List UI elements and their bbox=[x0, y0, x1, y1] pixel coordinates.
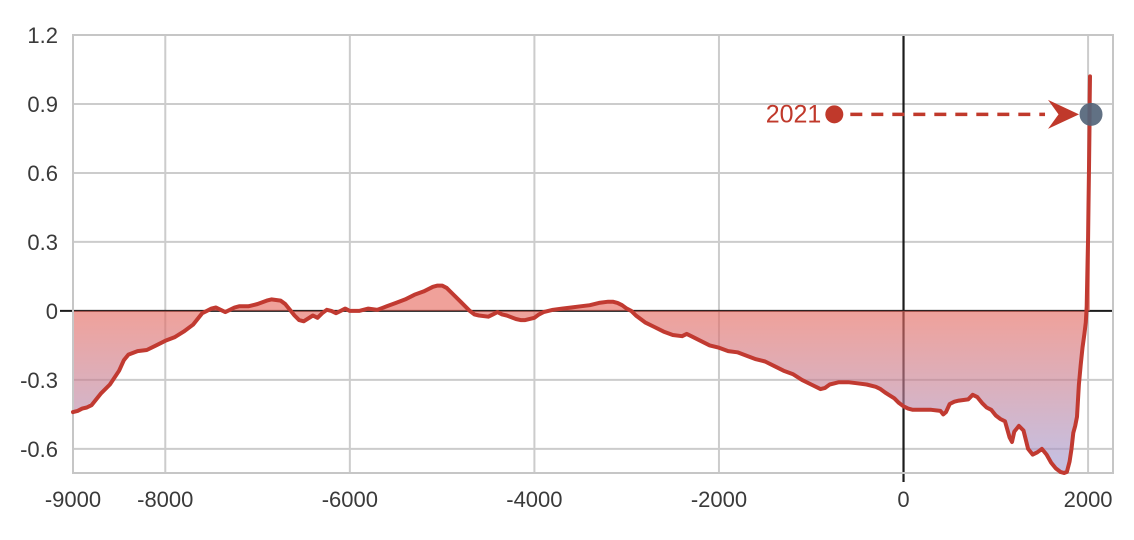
x-tick-label: -4000 bbox=[506, 487, 562, 512]
y-tick-label: 0.3 bbox=[27, 230, 58, 255]
x-tick-label: 2000 bbox=[1064, 487, 1113, 512]
y-tick-label: -0.6 bbox=[20, 437, 58, 462]
x-tick-label: -2000 bbox=[691, 487, 747, 512]
plot-frame bbox=[72, 34, 1114, 474]
x-tick-label: -8000 bbox=[137, 487, 193, 512]
gridlines bbox=[73, 35, 1113, 473]
annotation-origin-dot bbox=[825, 105, 844, 124]
y-tick-label: 0.9 bbox=[27, 92, 58, 117]
x-tick-label: -9000 bbox=[45, 487, 101, 512]
y-tick-label: 0 bbox=[46, 299, 58, 324]
y-tick-label: 0.6 bbox=[27, 161, 58, 186]
y-tick-label: 1.2 bbox=[27, 23, 58, 48]
x-tick-label: 0 bbox=[897, 487, 909, 512]
annotation-2021: 2021 bbox=[766, 99, 1103, 129]
axis-tick-labels: 1.2 0.9 0.6 0.3 0 -0.3 -0.6 -9000 -8000 -6000 -400… bbox=[20, 23, 1112, 512]
x-tick-label: -6000 bbox=[322, 487, 378, 512]
annotation-year-label: 2021 bbox=[766, 100, 822, 128]
anomaly-area-fill bbox=[73, 76, 1090, 474]
anomaly-line bbox=[71, 74, 1092, 475]
annotation-target-dot bbox=[1079, 102, 1103, 126]
zero-reference-lines bbox=[60, 35, 1113, 482]
y-tick-label: -0.3 bbox=[20, 368, 58, 393]
arrowhead-icon bbox=[1048, 99, 1080, 129]
